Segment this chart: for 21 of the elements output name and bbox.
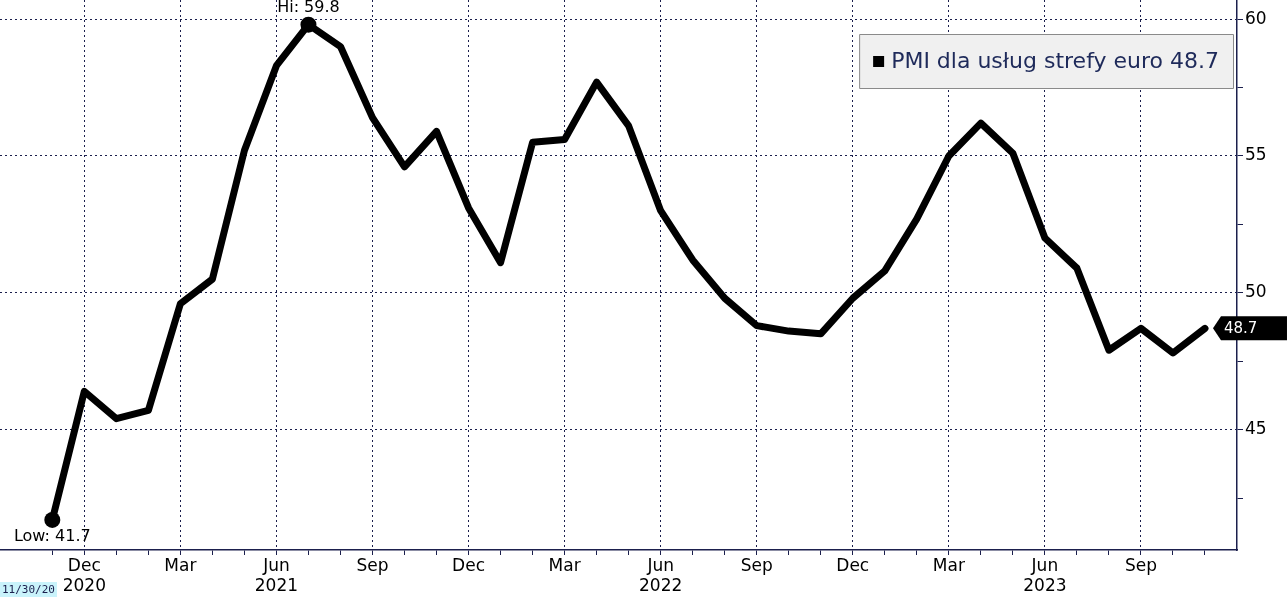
x-tick-label: Jun 2023 — [1023, 554, 1067, 596]
x-tick-label: Dec — [836, 554, 870, 575]
data-label: 48.7 — [1223, 319, 1258, 338]
y-tick-label: 45 — [1245, 418, 1267, 439]
annotation: Hi: 59.8 — [277, 0, 340, 16]
x-tick-label: Sep — [1124, 554, 1157, 575]
x-tick-label: Mar — [164, 554, 197, 575]
x-tick-label: Jun 2021 — [254, 554, 299, 596]
x-tick-label: Sep — [356, 554, 389, 575]
y-tick-label: 60 — [1245, 7, 1267, 28]
x-tick-label: Sep — [740, 554, 773, 575]
y-tick-label: 55 — [1245, 144, 1267, 165]
y-tick-label: 50 — [1245, 281, 1267, 302]
x-tick-label: Mar — [548, 554, 581, 575]
x-tick-label: Mar — [932, 554, 965, 575]
x-tick-label: Dec — [452, 554, 485, 575]
x-tick-label: Dec 2020 — [62, 554, 106, 596]
text: 11/30/20 — [2, 582, 55, 596]
x-tick-label: Jun 2022 — [639, 554, 683, 596]
legend-label: PMI dla usług strefy euro 48.7 — [891, 47, 1219, 73]
annotation: Low: 41.7 — [13, 526, 91, 546]
